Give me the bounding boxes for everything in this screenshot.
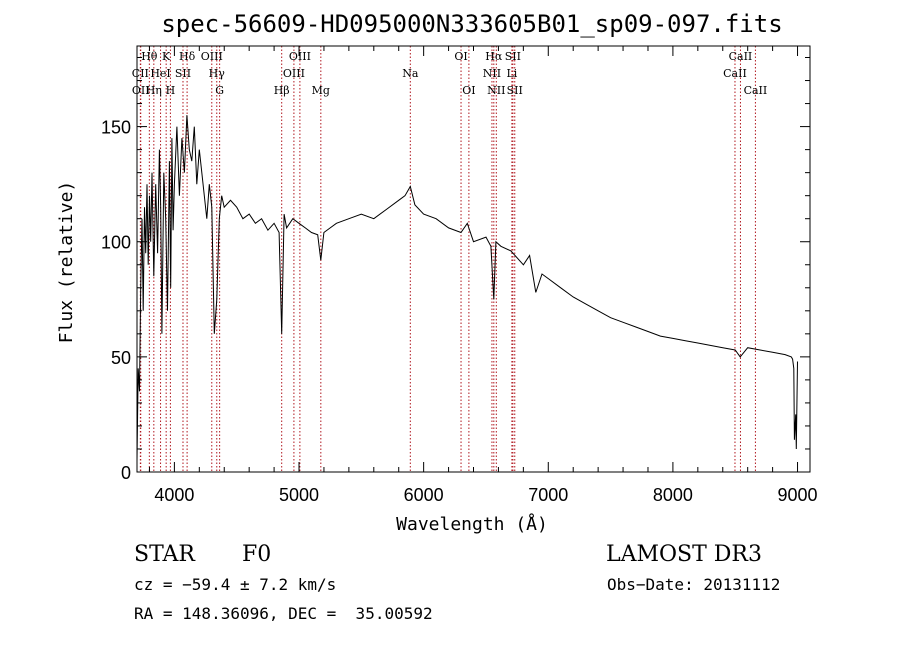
line-marker-label: CaII [723,67,747,80]
line-marker-label: K [162,50,171,63]
line-marker-label: CaII [744,84,768,97]
line-marker-labels: CII OII Hθ Hη HeI K H SII Hδ OIII Hγ G Hβ OIII OIII Mg N… [132,50,767,97]
object-subclass: F0 [242,542,271,567]
sky-coordinates: RA = 148.36096, DEC = 35.00592 [134,604,433,623]
x-tick-label: 7000 [528,485,568,505]
line-marker-label: Hθ [141,50,158,63]
line-marker-label: OIII [289,50,311,63]
line-markers [139,46,756,472]
y-tick-label: 0 [121,463,131,483]
line-marker-label: NII [483,67,501,80]
x-tick-label: 6000 [404,485,444,505]
line-marker-label: OI [462,84,475,97]
y-tick-label: 150 [101,118,131,138]
x-tick-label: 8000 [653,485,693,505]
observation-date: Obs−Date: 20131112 [607,575,780,594]
line-marker-label: OI [454,50,467,63]
y-tick-label: 50 [111,348,131,368]
line-marker-label: H [166,84,176,97]
line-marker-label: HeI [150,67,170,80]
y-tick-label: 100 [101,233,131,253]
x-axis-label: Wavelength (Å) [396,513,548,535]
line-marker-label: SII [175,67,191,80]
line-marker-label: Hα [485,50,503,63]
y-axis-ticks: 0 50 100 150 [101,57,810,483]
line-marker-label: Hβ [274,84,290,97]
line-marker-label: SII [505,50,521,63]
line-marker-label: Hη [146,84,162,97]
survey-name: LAMOST DR3 [606,542,762,567]
line-marker-label: CII [132,67,149,80]
line-marker-label: Hδ [179,50,196,63]
line-marker-label: Hγ [209,67,226,80]
line-marker-label: Li [506,67,517,80]
x-tick-label: 9000 [778,485,818,505]
line-marker-label: OIII [201,50,223,63]
line-marker-label: NII [487,84,505,97]
line-marker-label: G [215,84,224,97]
line-marker-label: OIII [283,67,305,80]
line-marker-label: OII [132,84,150,97]
line-marker-label: Na [402,67,419,80]
line-marker-label: CaII [729,50,753,63]
line-marker-label: SII [507,84,523,97]
x-tick-label: 5000 [279,485,319,505]
x-tick-label: 4000 [154,485,194,505]
x-axis-ticks: 4000 5000 6000 7000 8000 9000 [148,46,818,505]
flux-series-line [136,115,798,461]
object-class: STAR [134,542,196,567]
line-marker-label: Mg [312,84,330,97]
chart-title: spec-56609-HD095000N333605B01_sp09-097.f… [161,10,782,38]
y-axis-label: Flux (relative) [56,181,77,344]
redshift-velocity: cz = −59.4 ± 7.2 km/s [134,575,336,594]
